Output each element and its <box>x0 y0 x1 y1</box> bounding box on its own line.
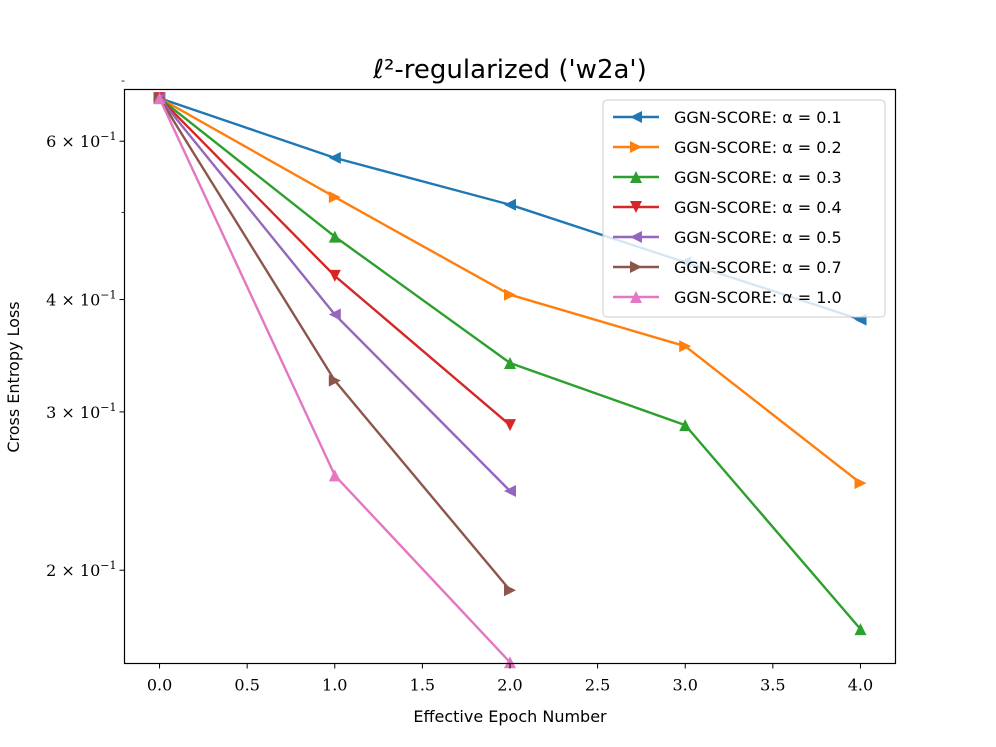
legend-marker-swatch <box>630 171 642 183</box>
x-tick-label: 0.0 <box>147 676 172 695</box>
x-tick-label: 0.5 <box>234 676 259 695</box>
legend-marker-swatch <box>630 291 642 303</box>
legend-entry: GGN-SCORE: α = 1.0 <box>613 288 842 307</box>
x-tick-label: 1.0 <box>322 676 347 695</box>
legend: GGN-SCORE: α = 0.1 GGN-SCORE: α = 0.2 GGN-… <box>602 99 886 318</box>
legend-entry: GGN-SCORE: α = 0.7 <box>613 258 842 277</box>
legend-label: GGN-SCORE: α = 0.4 <box>674 198 842 217</box>
x-tick-label: 2.0 <box>497 676 522 695</box>
data-point-marker <box>504 656 516 669</box>
data-point-marker <box>854 623 867 636</box>
y-tick-label: 3 × 10−1 <box>46 401 116 422</box>
legend-marker-swatch <box>630 201 642 213</box>
data-point-marker <box>153 92 166 105</box>
legend-label: GGN-SCORE: α = 0.3 <box>674 168 842 187</box>
legend-label: GGN-SCORE: α = 0.2 <box>674 138 842 157</box>
y-tick-label: 6 × 10−1 <box>46 130 116 151</box>
legend-entry: GGN-SCORE: α = 0.3 <box>613 168 842 187</box>
legend-entry: GGN-SCORE: α = 0.4 <box>613 198 842 217</box>
data-point-marker <box>328 469 341 482</box>
series-group <box>153 92 516 669</box>
y-axis-title: Cross Entropy Loss <box>4 301 23 452</box>
axes-ticks: 0.0 0.5 1.0 1.5 2.0 2.5 3.0 3.5 4.0 6 × 10−1 4 × 1… <box>46 80 873 695</box>
data-point-marker <box>854 477 867 490</box>
legend-box <box>602 99 886 318</box>
legend-entry: GGN-SCORE: α = 0.1 <box>613 108 842 127</box>
x-tick-label: 3.0 <box>673 676 698 695</box>
legend-entry: GGN-SCORE: α = 0.2 <box>613 138 842 157</box>
legend-marker-swatch <box>630 141 642 153</box>
data-point-marker <box>328 308 341 321</box>
x-axis-title: Effective Epoch Number <box>413 707 607 726</box>
data-point-marker <box>504 288 516 301</box>
data-point-marker <box>328 374 341 387</box>
data-point-marker <box>679 340 692 353</box>
data-point-marker <box>328 151 341 164</box>
data-point-marker <box>679 419 692 432</box>
data-point-marker <box>504 419 516 432</box>
data-point-marker <box>328 191 341 204</box>
legend-marker-swatch <box>630 231 642 243</box>
x-tick-label: 4.0 <box>848 676 873 695</box>
chart-title: ℓ²-regularized ('w2a') <box>372 55 646 85</box>
x-tick-label: 2.5 <box>585 676 610 695</box>
x-tick-label: 1.5 <box>410 676 435 695</box>
y-tick-label: 2 × 10−1 <box>46 559 116 580</box>
data-point-marker <box>328 230 341 243</box>
data-point-marker <box>504 198 516 211</box>
data-point-marker <box>504 485 516 497</box>
plot-area <box>153 92 867 669</box>
y-tick-label: 4 × 10−1 <box>46 289 116 310</box>
legend-label: GGN-SCORE: α = 1.0 <box>674 288 842 307</box>
data-point-marker <box>504 584 516 597</box>
legend-entry: GGN-SCORE: α = 0.5 <box>613 228 842 247</box>
legend-marker-swatch <box>630 261 642 273</box>
data-point-marker <box>328 269 341 282</box>
legend-label: GGN-SCORE: α = 0.7 <box>674 258 842 277</box>
legend-marker-swatch <box>630 111 642 123</box>
data-point-marker <box>504 357 516 369</box>
legend-label: GGN-SCORE: α = 0.5 <box>674 228 842 247</box>
legend-label: GGN-SCORE: α = 0.1 <box>674 108 842 127</box>
x-tick-label: 3.5 <box>760 676 785 695</box>
